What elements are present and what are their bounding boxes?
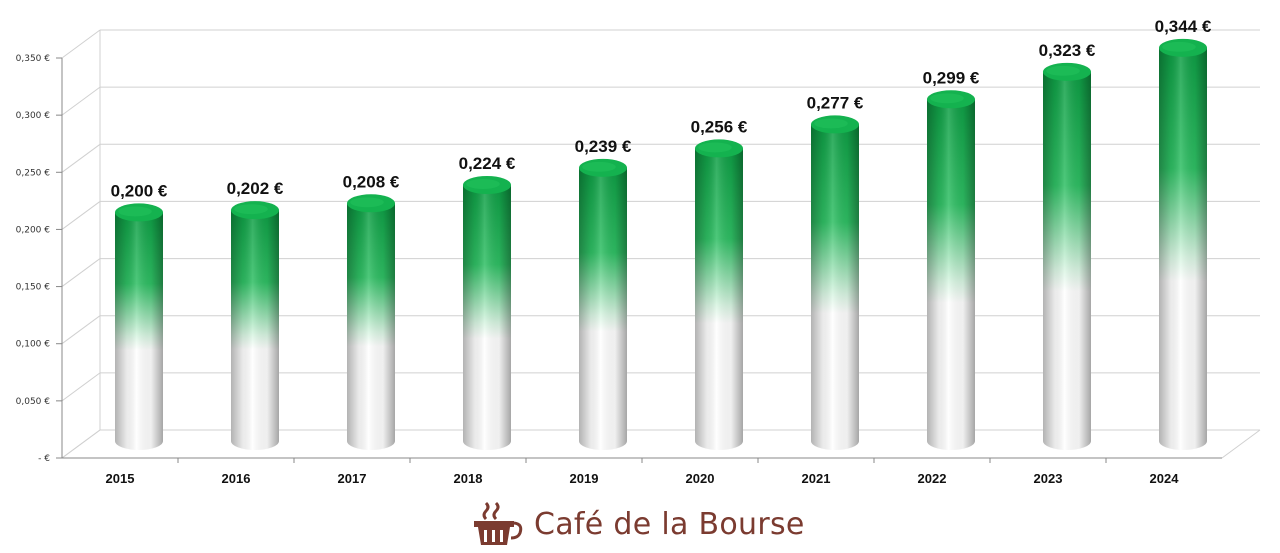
- data-label: 0,239 €: [575, 137, 632, 156]
- data-label: 0,344 €: [1155, 17, 1212, 36]
- y-tick-label: 0,200 €: [16, 225, 51, 235]
- grid-line: [61, 429, 101, 459]
- x-tick-label: 2018: [454, 471, 483, 486]
- bar-shade: [347, 203, 395, 450]
- x-tick-label: 2015: [106, 471, 135, 486]
- bar: [463, 176, 511, 450]
- coffee-cup-icon: [474, 501, 523, 545]
- bar: [1159, 38, 1207, 450]
- data-label: 0,202 €: [227, 179, 284, 198]
- y-tick-label: 0,250 €: [16, 168, 51, 178]
- x-tick-label: 2019: [570, 471, 599, 486]
- data-labels: 0,200 € 0,202 € 0,208 € 0,224 € 0,239 € 0,256…: [111, 17, 1212, 201]
- x-tick-label: 2022: [918, 471, 947, 486]
- bar: [347, 194, 395, 450]
- bar: [1043, 62, 1091, 450]
- y-tick-label: 0,300 €: [16, 111, 51, 121]
- bar-shade: [463, 185, 511, 450]
- x-axis: 2015 2016 2017 2018 2019 2020 2021 2022 2023 2024: [62, 457, 1222, 486]
- grid-line: [61, 143, 101, 173]
- y-tick-label: 0,350 €: [16, 54, 51, 64]
- x-tick-label: 2023: [1034, 471, 1063, 486]
- y-tick-label: - €: [38, 454, 50, 464]
- logo-text: Café de la Bourse: [534, 506, 805, 542]
- bar-shade: [695, 148, 743, 450]
- data-label: 0,323 €: [1039, 41, 1096, 60]
- bars: [115, 38, 1207, 451]
- bar: [695, 139, 743, 450]
- x-tick-label: 2021: [802, 471, 831, 486]
- logo: Café de la Bourse: [470, 498, 805, 550]
- data-label: 0,299 €: [923, 68, 980, 87]
- grid-line: [61, 86, 101, 116]
- y-axis: - € 0,050 € 0,100 € 0,150 € 0,200 € 0,250 € 0,…: [16, 54, 63, 464]
- grid-line: [61, 201, 101, 230]
- bar: [811, 115, 859, 450]
- data-label: 0,256 €: [691, 117, 748, 136]
- bar: [115, 203, 163, 450]
- bar-shade: [927, 99, 975, 451]
- data-label: 0,277 €: [807, 93, 864, 112]
- grid-line: [61, 258, 101, 287]
- data-label: 0,224 €: [459, 154, 516, 173]
- grid-line: [61, 372, 101, 402]
- y-tick-label: 0,150 €: [16, 283, 51, 293]
- bar-shade: [1159, 47, 1207, 450]
- bar-shade: [579, 167, 627, 450]
- bar-shade: [811, 124, 859, 450]
- x-tick-label: 2017: [338, 471, 367, 486]
- grid-line: [61, 315, 101, 345]
- x-tick-label: 2020: [686, 471, 715, 486]
- data-label: 0,200 €: [111, 181, 168, 200]
- bar: [231, 201, 279, 450]
- bar: [579, 158, 627, 450]
- bar: [927, 90, 975, 451]
- bar-shade: [1043, 71, 1091, 450]
- y-tick-label: 0,050 €: [16, 397, 51, 407]
- chart: - € 0,050 € 0,100 € 0,150 € 0,200 € 0,250 € 0,…: [16, 17, 1261, 486]
- y-tick-label: 0,100 €: [16, 340, 51, 350]
- x-tick-label: 2024: [1150, 471, 1180, 486]
- data-label: 0,208 €: [343, 172, 400, 191]
- bar-shade: [115, 212, 163, 450]
- x-tick-label: 2016: [222, 471, 251, 486]
- grid-line: [61, 29, 101, 59]
- bar-shade: [231, 210, 279, 450]
